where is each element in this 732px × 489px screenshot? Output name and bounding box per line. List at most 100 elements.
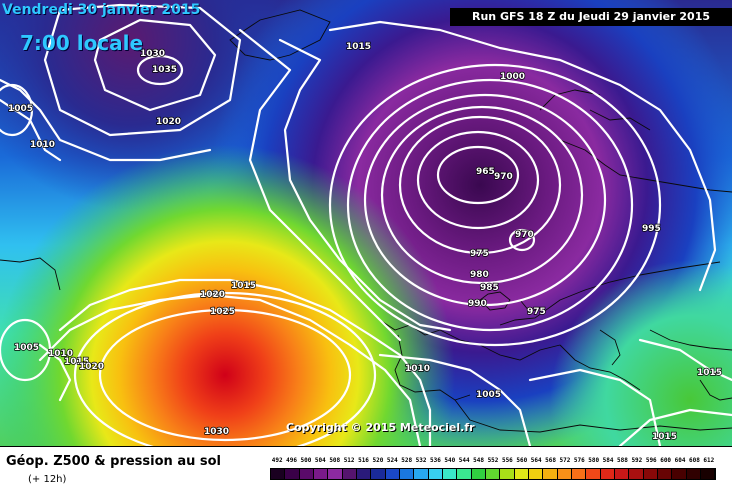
scale-swatch (313, 469, 329, 479)
scale-tick-label: 532 (415, 457, 427, 464)
coastlines (0, 9, 732, 433)
isobar-label: 970 (515, 230, 534, 240)
scale-tick-label: 500 (300, 457, 312, 464)
scale-swatch (643, 469, 658, 479)
azores-high-geopotential-field (0, 0, 732, 446)
isobar-label: 985 (480, 283, 499, 293)
scale-tick-label: 572 (559, 457, 571, 464)
isobars (0, 3, 732, 446)
isobar-label: 1025 (210, 307, 235, 317)
scale-tick-label: 544 (458, 457, 470, 464)
scale-swatch (586, 469, 601, 479)
isobar-label: 1020 (200, 290, 225, 300)
isobar-label: 995 (642, 224, 661, 234)
scale-tick-label: 592 (631, 457, 643, 464)
scale-tick-label: 552 (487, 457, 499, 464)
scale-swatch (271, 469, 286, 479)
scale-swatch (399, 469, 415, 479)
forecast-map: 1030 1035 1015 1005 1010 1020 1000 965 9… (0, 0, 732, 446)
scale-tick-label: 528 (401, 457, 413, 464)
scale-tick-label: 612 (703, 457, 715, 464)
isobar-label: 975 (470, 249, 489, 259)
scale-swatch (356, 469, 372, 479)
isobar-label: 1005 (8, 104, 33, 114)
scale-swatch (485, 469, 501, 479)
scale-tick-label: 584 (602, 457, 614, 464)
scale-tick-label: 504 (314, 457, 326, 464)
scale-swatch (500, 469, 515, 479)
scale-tick-label: 588 (617, 457, 628, 464)
scale-tick-label: 604 (674, 457, 686, 464)
scale-swatch (385, 469, 400, 479)
isobar-label: 1000 (500, 72, 525, 82)
scale-tick-label: 568 (545, 457, 556, 464)
isobar-labels: 1030 1035 1015 1005 1010 1020 1000 965 9… (7, 41, 722, 442)
isobar-label: 1015 (652, 432, 677, 442)
scale-tick-label: 600 (660, 457, 672, 464)
forecast-time: 7:00 locale (20, 31, 144, 55)
scale-tick-label: 516 (358, 457, 369, 464)
color-scale-bar (270, 468, 716, 480)
scale-swatch (629, 469, 644, 479)
isobar-label: 1005 (476, 390, 501, 400)
forecast-lead-time: (+ 12h) (28, 474, 67, 485)
scale-tick-label: 492 (271, 457, 283, 464)
scale-tick-label: 556 (501, 457, 513, 464)
isobar-label: 1030 (140, 49, 165, 59)
isobar-label: 1020 (79, 362, 104, 372)
isobar-label: 965 (476, 167, 495, 177)
isobar-label: 1030 (204, 427, 229, 437)
scale-swatch (342, 469, 357, 479)
scale-swatch (571, 469, 587, 479)
isobar-label: 1035 (152, 65, 177, 75)
scale-swatch (600, 469, 615, 479)
isobar-label: 975 (527, 307, 546, 317)
map-footer: Géop. Z500 & pression au sol (+ 12h) 492… (0, 446, 732, 489)
scale-tick-label: 508 (329, 457, 341, 464)
scale-tick-label: 560 (516, 457, 528, 464)
isobar-label: 1020 (156, 117, 181, 127)
scale-swatch (543, 469, 558, 479)
copyright-notice: Copyright © 2015 Meteociel.fr (286, 421, 475, 434)
scale-tick-label: 496 (286, 457, 297, 464)
scale-tick-label: 596 (645, 457, 657, 464)
scale-swatch (686, 469, 701, 479)
isobar-label: 970 (494, 172, 513, 182)
isobar-label: 980 (470, 270, 489, 280)
model-run-label: Run GFS 18 Z du Jeudi 29 janvier 2015 (450, 8, 732, 26)
isobar-label: 1015 (697, 368, 722, 378)
scale-swatch (299, 469, 314, 479)
isobar-label: 1010 (30, 140, 55, 150)
scale-tick-label: 548 (473, 457, 485, 464)
scale-swatch (457, 469, 472, 479)
color-scale-ticks: 492 496 500 504 508 512 516 520 524 528 532 536 540 5… (270, 457, 716, 467)
scale-swatch (328, 469, 343, 479)
isobar-label: 990 (468, 299, 487, 309)
isobar-label: 1010 (48, 349, 73, 359)
map-canvas: 1030 1035 1015 1005 1010 1020 1000 965 9… (0, 0, 732, 446)
scale-swatch (285, 469, 300, 479)
scale-swatch (672, 469, 687, 479)
isobar-label: 1015 (231, 281, 256, 291)
scale-swatch (700, 469, 716, 479)
scale-tick-label: 512 (343, 457, 355, 464)
scale-tick-label: 608 (688, 457, 700, 464)
isobar-label: 1015 (346, 42, 371, 52)
forecast-date: Vendredi 30 janvier 2015 (2, 2, 201, 18)
isobar-label: 1005 (14, 343, 39, 353)
color-scale-legend: 492 496 500 504 508 512 516 520 524 528 532 536 540 5… (270, 457, 716, 487)
scale-swatch (371, 469, 386, 479)
scale-swatch (428, 469, 443, 479)
map-caption: Géop. Z500 & pression au sol (6, 454, 221, 469)
scale-tick-label: 580 (588, 457, 600, 464)
scale-tick-label: 536 (430, 457, 441, 464)
scale-swatch (528, 469, 544, 479)
scale-tick-label: 576 (573, 457, 585, 464)
scale-swatch (514, 469, 529, 479)
scale-tick-label: 524 (386, 457, 398, 464)
scale-swatch (614, 469, 630, 479)
scale-swatch (442, 469, 458, 479)
isobar-label: 1015 (64, 357, 89, 367)
isobar-label: 1010 (405, 364, 430, 374)
